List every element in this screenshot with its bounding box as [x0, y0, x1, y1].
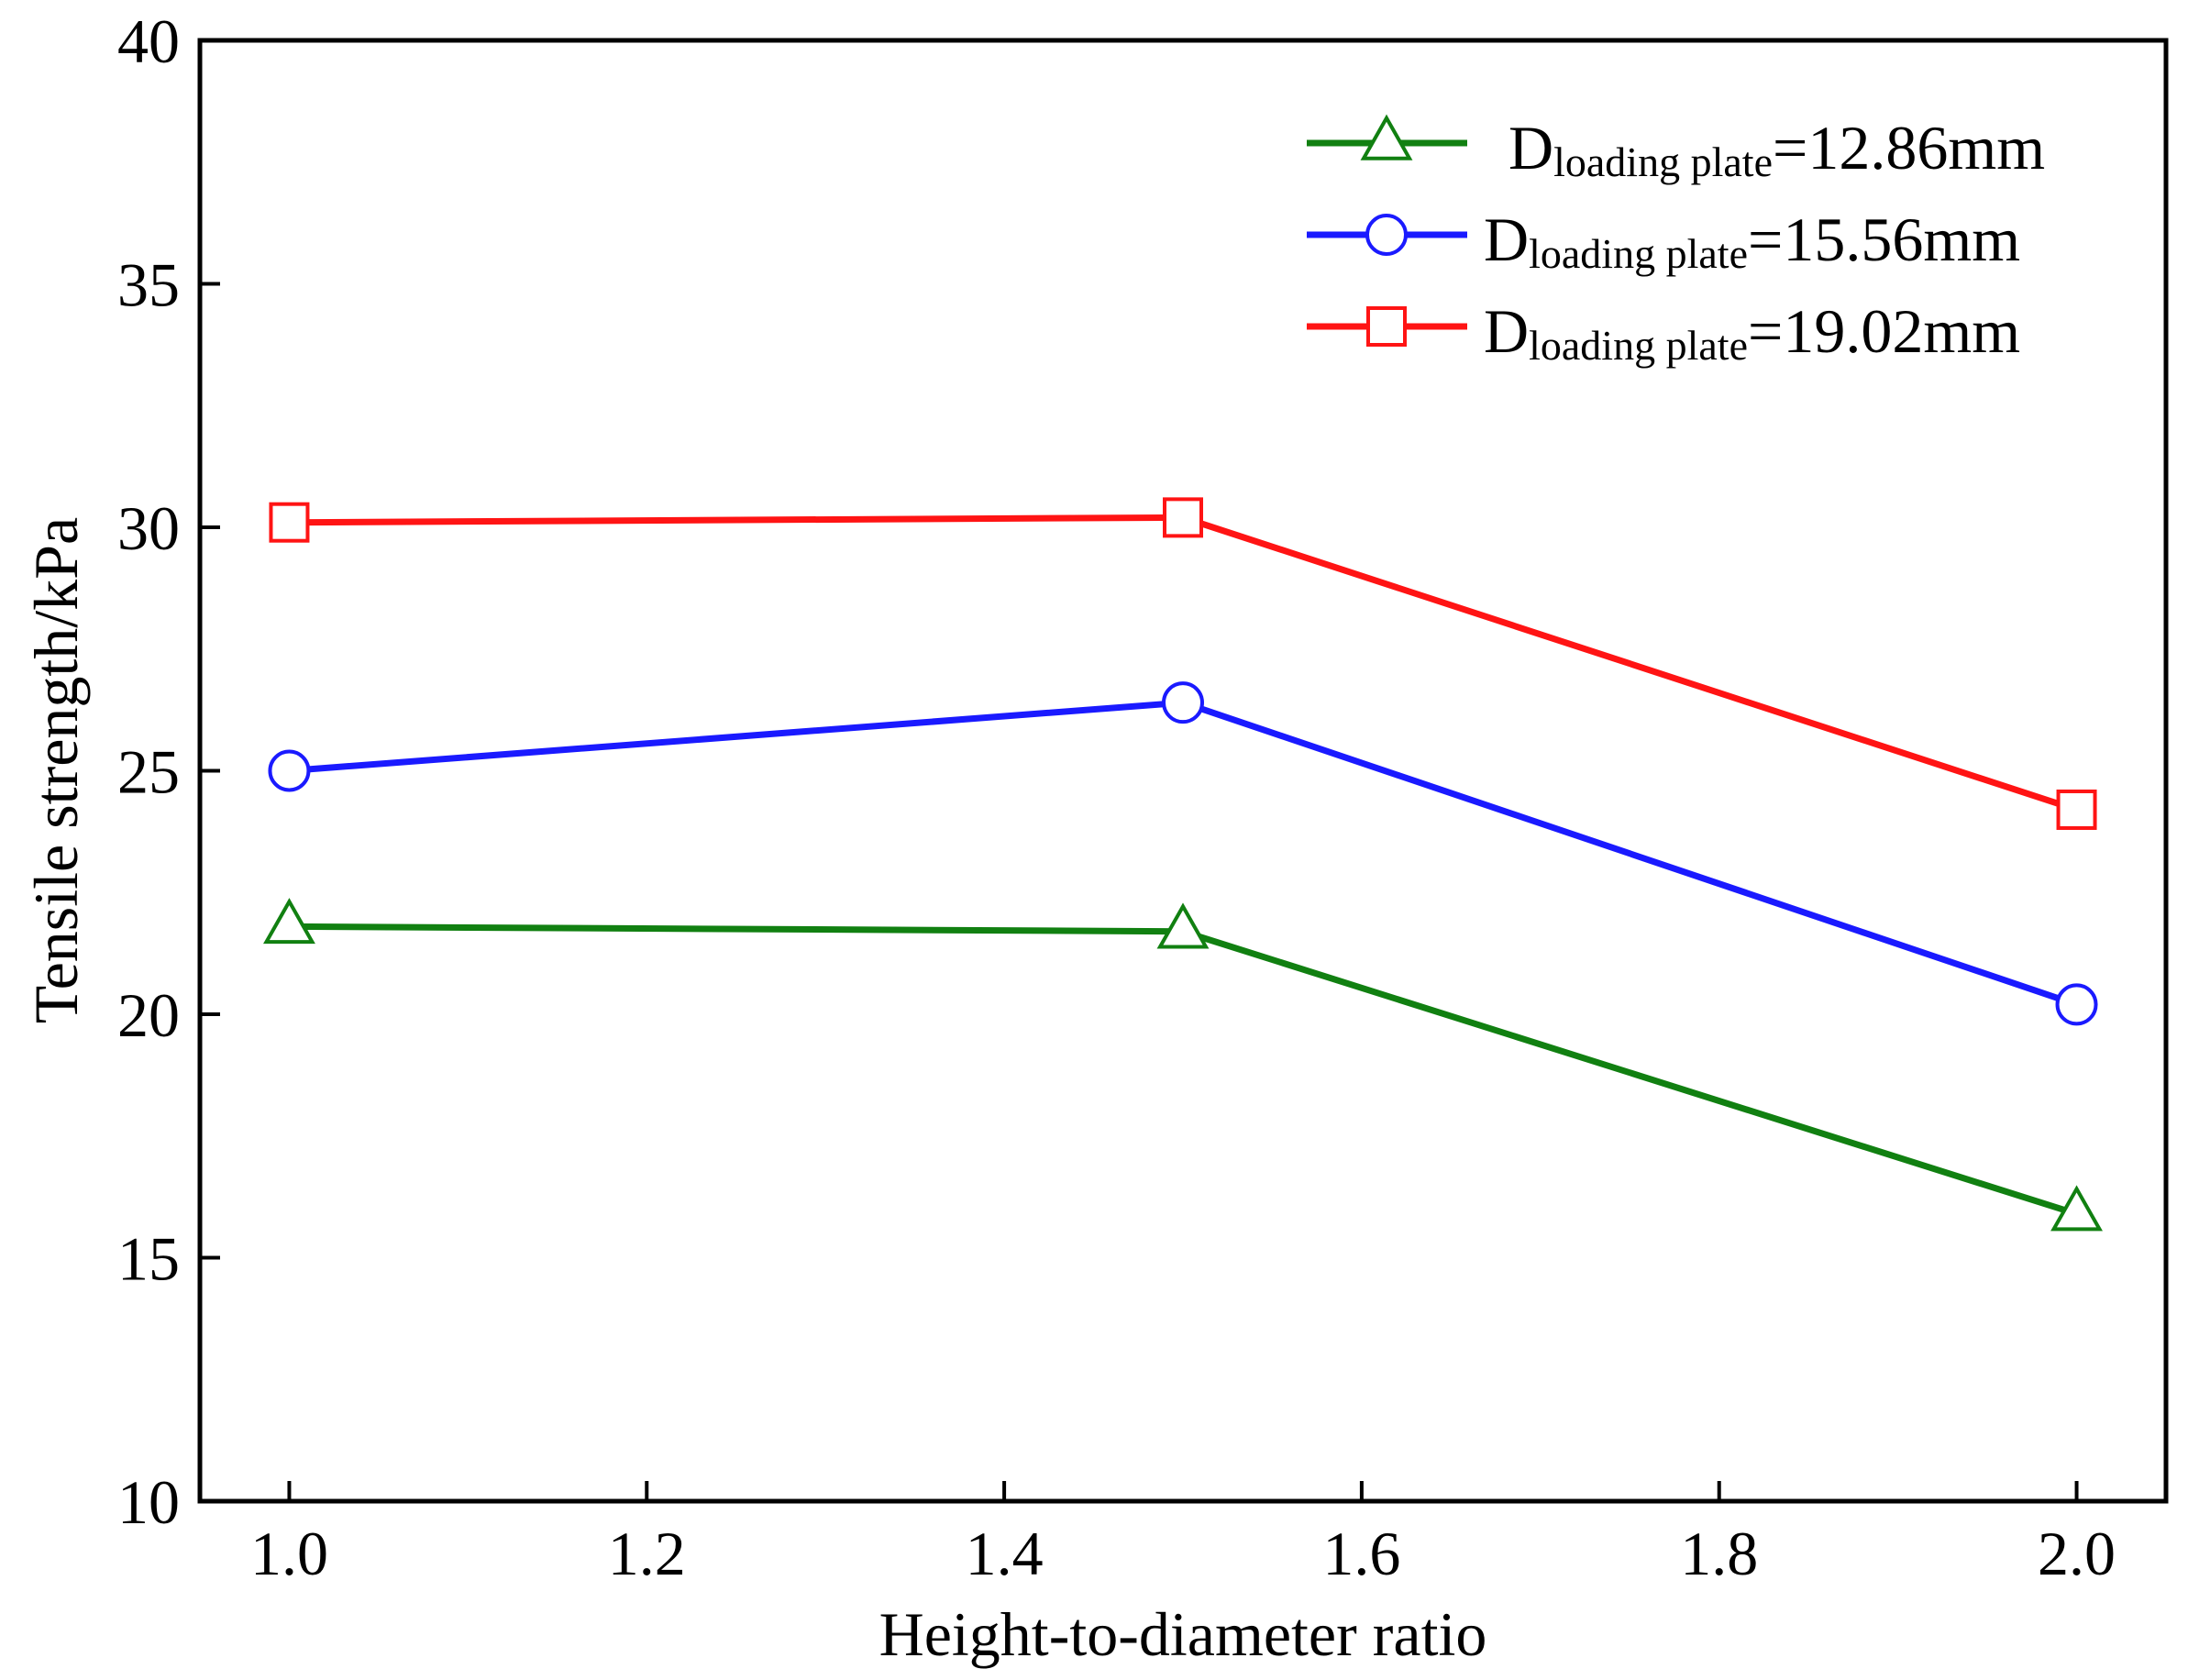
legend-swatch-marker: [1366, 306, 1407, 347]
x-axis: 1.0 1.2 1.4 1.6 1.8 2.0: [250, 1481, 2116, 1588]
series-1: [263, 898, 2103, 1232]
y-axis: 10 15 20 25 30 35 40: [117, 6, 220, 1537]
legend-entry-1: Dloading plate=12.86mm: [1307, 113, 2045, 185]
legend-entry-3: Dloading plate=19.02mm: [1307, 296, 2020, 369]
data-point-square: [269, 502, 310, 543]
x-axis-title: Height-to-diameter ratio: [879, 1599, 1487, 1669]
y-tick-label: 10: [117, 1467, 180, 1537]
data-point-square: [2056, 789, 2097, 830]
x-tick-label: 1.6: [1322, 1519, 1400, 1588]
series-3: [269, 497, 2097, 830]
data-point-circle: [2055, 983, 2098, 1026]
y-axis-title: Tensile strength/kPa: [21, 517, 91, 1023]
data-point-triangle: [1156, 902, 1210, 949]
legend-label: Dloading plate=15.56mm: [1484, 204, 2020, 277]
series-layer: [263, 497, 2103, 1232]
legend-swatch-marker: [1360, 114, 1413, 160]
y-tick-label: 30: [117, 493, 180, 563]
data-point-circle: [268, 749, 311, 792]
x-tick-label: 1.2: [608, 1519, 686, 1588]
legend-swatch-marker: [1365, 214, 1408, 256]
series-2: [268, 681, 2098, 1026]
data-point-square: [1163, 497, 1203, 538]
y-tick-label: 35: [117, 250, 180, 320]
legend-label: Dloading plate=12.86mm: [1508, 113, 2045, 185]
legend: Dloading plate=12.86mm Dloading plate=15.…: [1307, 113, 2045, 369]
data-point-triangle: [263, 898, 315, 945]
y-tick-label: 20: [117, 980, 180, 1050]
x-tick-label: 1.4: [966, 1519, 1044, 1588]
data-point-triangle: [2050, 1185, 2103, 1232]
legend-entry-2: Dloading plate=15.56mm: [1307, 204, 2020, 277]
x-tick-label: 1.8: [1680, 1519, 1758, 1588]
data-point-circle: [1162, 681, 1204, 724]
x-tick-label: 1.0: [250, 1519, 328, 1588]
y-tick-label: 40: [117, 6, 180, 76]
legend-label: Dloading plate=19.02mm: [1484, 296, 2020, 369]
y-tick-label: 25: [117, 737, 180, 807]
y-tick-label: 15: [117, 1224, 180, 1294]
x-tick-label: 2.0: [2038, 1519, 2116, 1588]
